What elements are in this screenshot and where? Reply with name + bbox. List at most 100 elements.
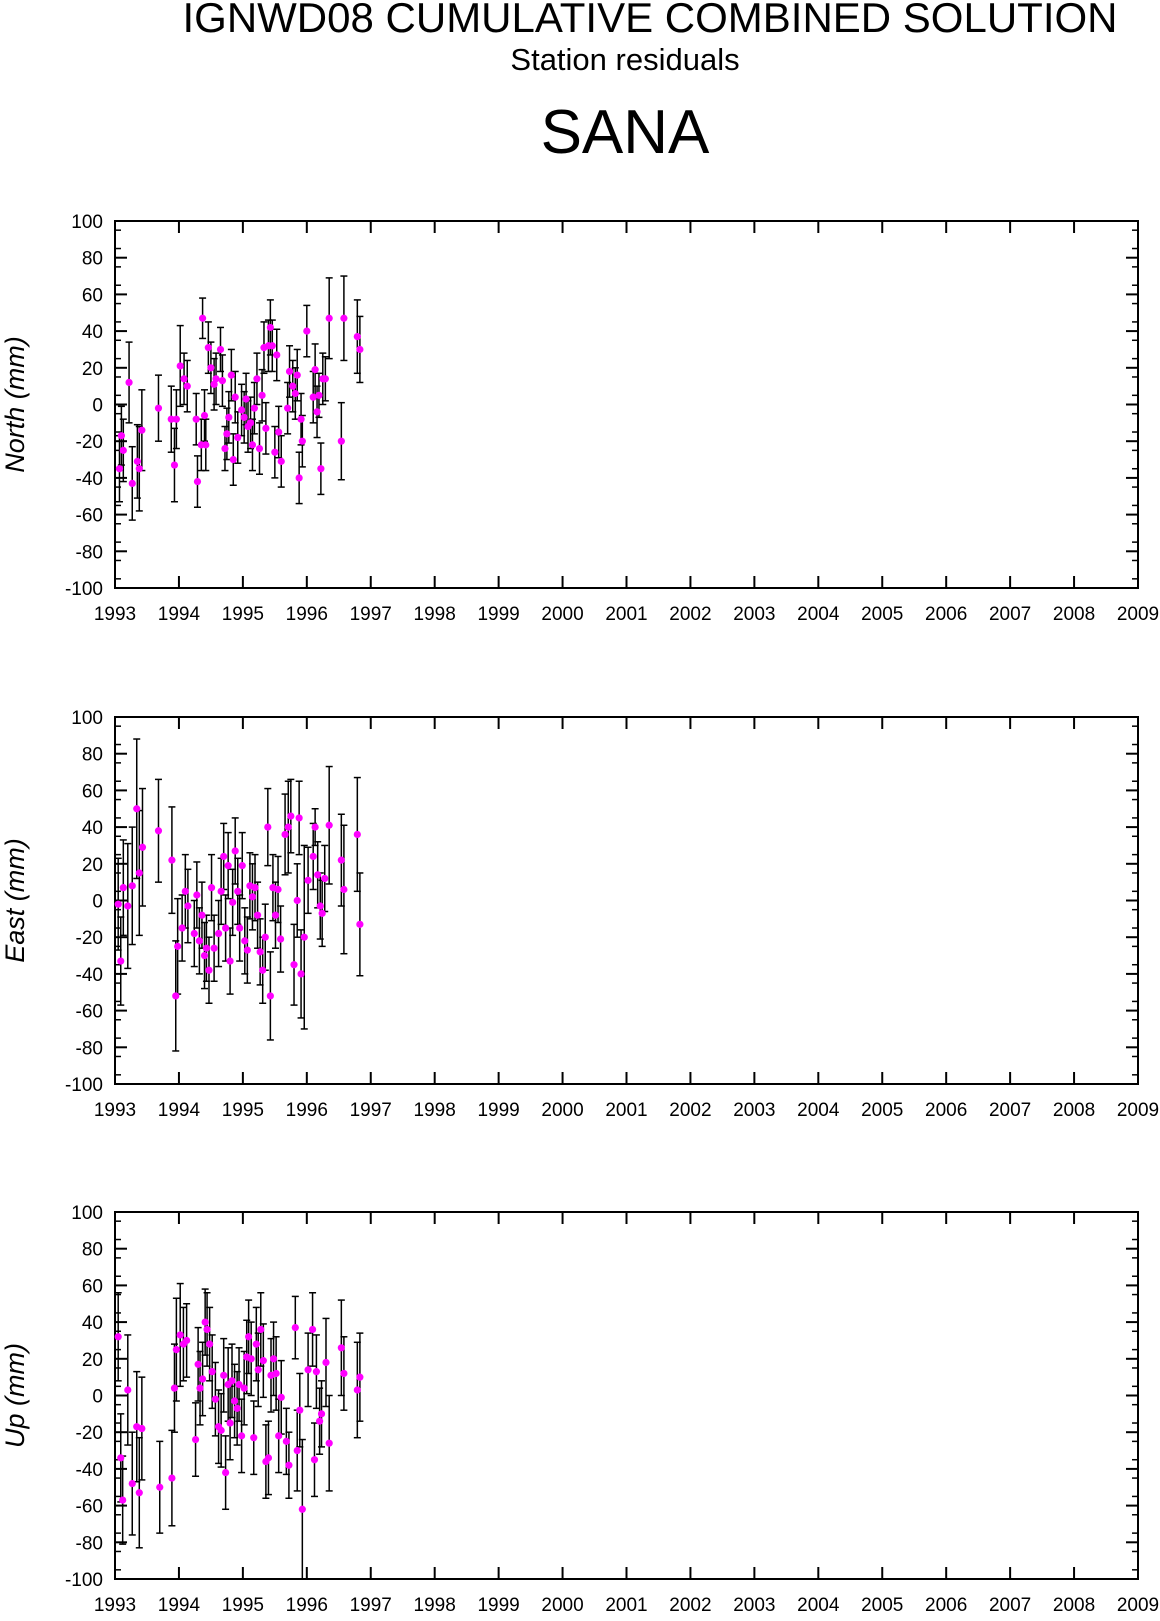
data-point xyxy=(221,444,229,453)
data-point xyxy=(200,411,209,420)
data-point xyxy=(125,378,133,387)
data-point xyxy=(198,314,207,322)
data-point xyxy=(313,408,321,416)
y-tick-label: -100 xyxy=(65,1075,103,1096)
y-tick-label: 0 xyxy=(92,1387,103,1408)
data-point xyxy=(236,924,244,932)
data-point xyxy=(154,827,163,835)
data-point xyxy=(255,444,264,453)
data-point xyxy=(293,1446,301,1455)
x-tick-label: 1997 xyxy=(350,604,392,625)
data-point xyxy=(295,814,303,822)
x-tick-label: 2002 xyxy=(669,604,711,625)
y-tick-label: -60 xyxy=(76,1002,103,1023)
data-point xyxy=(277,1393,285,1401)
data-point xyxy=(304,1366,312,1374)
data-point xyxy=(269,1355,278,1363)
x-tick-label: 2001 xyxy=(605,1100,647,1121)
data-point xyxy=(119,1496,127,1504)
data-point xyxy=(264,1454,273,1462)
data-point xyxy=(184,902,192,910)
x-tick-label: 1996 xyxy=(286,1595,328,1616)
x-tick-label: 1994 xyxy=(158,1100,201,1121)
data-point xyxy=(266,992,274,1000)
data-point xyxy=(230,1397,239,1405)
data-point xyxy=(303,327,311,335)
x-tick-label: 1997 xyxy=(350,1595,392,1616)
x-tick-label: 1993 xyxy=(94,1100,136,1121)
x-tick-label: 1993 xyxy=(94,604,136,625)
data-point xyxy=(315,391,323,399)
y-tick-label: 80 xyxy=(82,745,103,766)
data-point xyxy=(193,477,202,486)
east-panel: 1993 1994 1995 1996 1997 1998 1999 2000 2001 2002… xyxy=(0,708,1159,1121)
data-point xyxy=(296,1406,304,1414)
data-point xyxy=(128,882,136,890)
y-tick-label: 40 xyxy=(82,322,103,343)
y-tick-label: 100 xyxy=(71,708,103,729)
data-point xyxy=(276,935,285,943)
data-point xyxy=(250,404,258,412)
data-point xyxy=(170,461,179,469)
data-point xyxy=(340,314,348,322)
data-point xyxy=(223,430,231,438)
y-tick-label: 20 xyxy=(82,855,103,876)
x-tick-label: 2009 xyxy=(1117,1100,1159,1121)
data-point xyxy=(234,433,242,442)
data-point xyxy=(154,404,163,412)
data-point xyxy=(312,1368,321,1376)
data-point xyxy=(115,465,124,473)
data-point xyxy=(274,885,282,894)
data-point xyxy=(174,942,182,950)
data-point xyxy=(284,823,292,831)
x-tick-label: 2007 xyxy=(989,604,1031,625)
x-tick-label: 1999 xyxy=(477,604,519,625)
data-point xyxy=(217,1426,225,1434)
x-tick-label: 2001 xyxy=(605,604,647,625)
x-tick-label: 1997 xyxy=(350,1100,392,1121)
y-tick-label: 100 xyxy=(71,1203,103,1224)
x-tick-label: 2005 xyxy=(861,1595,903,1616)
y-tick-label: -60 xyxy=(76,506,103,527)
data-point xyxy=(241,937,249,945)
data-point xyxy=(356,1373,364,1381)
data-point xyxy=(124,902,132,910)
x-tick-label: 2003 xyxy=(733,604,775,625)
data-point xyxy=(300,933,308,941)
data-point xyxy=(308,1325,317,1334)
data-point xyxy=(311,823,319,831)
data-point xyxy=(203,1325,211,1334)
data-point xyxy=(318,909,326,917)
data-point xyxy=(293,371,301,379)
data-point xyxy=(216,345,225,354)
y-tick-label: -80 xyxy=(76,542,103,563)
data-point xyxy=(206,1340,214,1348)
y-axis-label: East (mm) xyxy=(0,838,30,963)
data-point xyxy=(259,1357,267,1365)
data-point xyxy=(128,479,136,488)
data-point xyxy=(229,898,237,906)
data-point xyxy=(176,1331,184,1339)
data-point xyxy=(353,333,361,341)
y-tick-label: -20 xyxy=(76,432,103,453)
data-point xyxy=(325,314,333,322)
x-tick-label: 2000 xyxy=(541,604,583,625)
data-point xyxy=(253,911,262,919)
data-point xyxy=(316,902,324,910)
data-point xyxy=(275,1432,283,1440)
data-point xyxy=(234,887,242,895)
data-point xyxy=(248,893,257,901)
data-point xyxy=(268,342,276,350)
data-point xyxy=(224,862,232,870)
data-point xyxy=(192,415,200,423)
data-point xyxy=(156,1483,164,1491)
y-tick-label: 100 xyxy=(71,212,103,233)
x-tick-label: 1999 xyxy=(477,1100,519,1121)
x-tick-label: 1994 xyxy=(158,1595,201,1616)
y-tick-label: 80 xyxy=(82,249,103,270)
y-tick-label: 20 xyxy=(82,359,103,380)
data-point xyxy=(340,885,348,894)
data-point xyxy=(220,852,228,861)
data-point xyxy=(321,874,329,883)
data-point xyxy=(248,441,257,449)
